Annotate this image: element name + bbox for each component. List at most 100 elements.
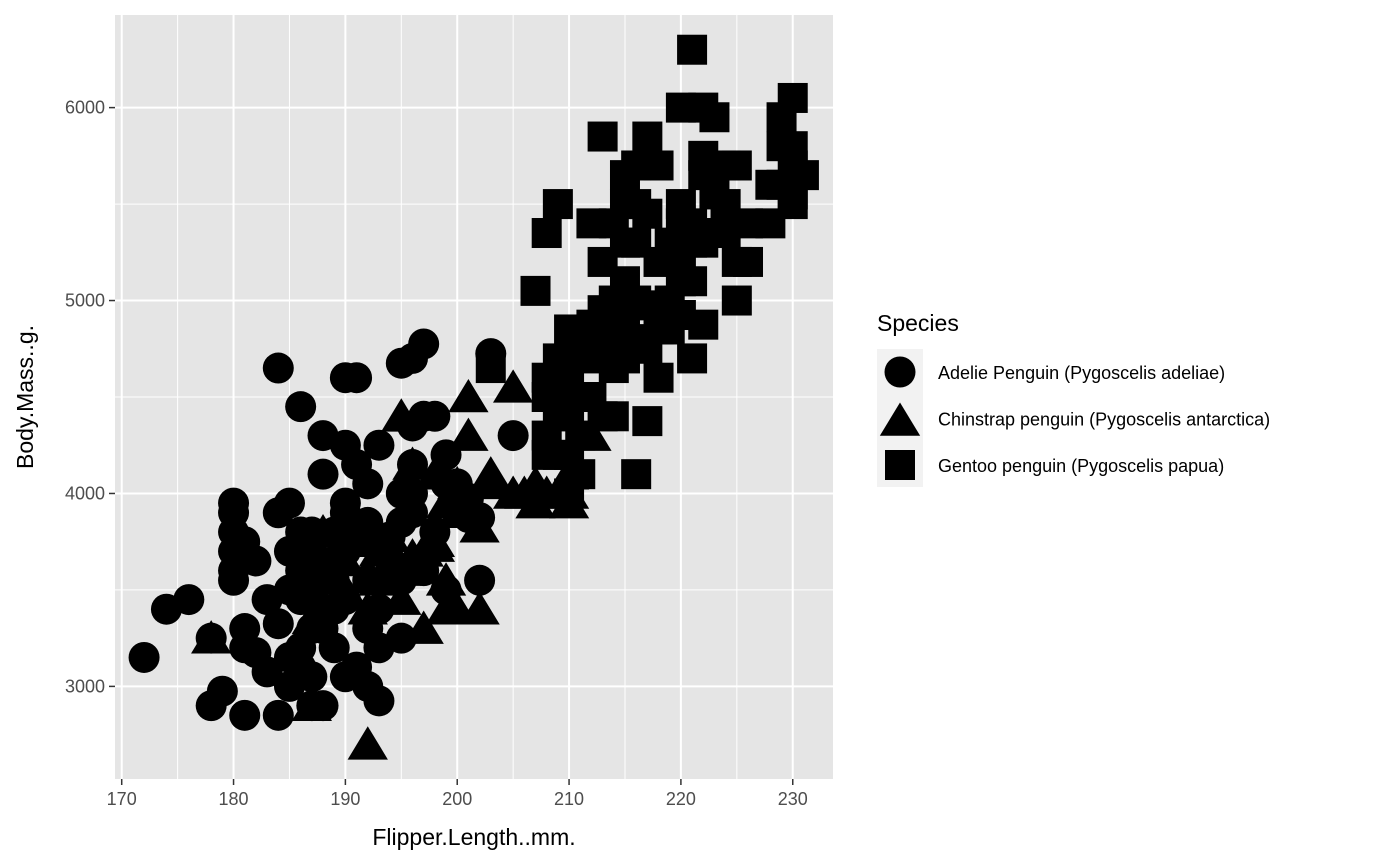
data-point-square <box>621 459 652 490</box>
legend-label: Adelie Penguin (Pygoscelis adeliae) <box>938 363 1225 383</box>
data-point-square <box>643 362 674 393</box>
data-point-triangle <box>291 687 332 721</box>
legend-title: Species <box>877 310 959 336</box>
data-point-square <box>777 189 808 220</box>
data-point-circle <box>363 685 395 717</box>
y-tick-label: 4000 <box>65 483 105 503</box>
y-tick-label: 6000 <box>65 98 105 118</box>
data-point-square <box>777 150 808 181</box>
x-tick-label: 170 <box>107 789 137 809</box>
data-point-triangle <box>347 591 388 625</box>
data-point-circle <box>419 400 451 432</box>
data-point-square <box>598 401 629 432</box>
y-axis-title: Body.Mass..g. <box>12 325 38 469</box>
legend-item: Chinstrap penguin (Pygoscelis antarctica… <box>879 402 1270 436</box>
data-point-triangle <box>381 398 422 432</box>
data-point-circle <box>296 661 328 693</box>
data-point-circle <box>285 632 317 664</box>
legend-item: Gentoo penguin (Pygoscelis papua) <box>885 450 1224 480</box>
data-point-square <box>542 189 573 220</box>
data-point-triangle <box>448 417 489 451</box>
data-point-circle <box>363 429 395 461</box>
data-point-triangle <box>414 528 456 562</box>
data-point-circle <box>206 675 238 707</box>
data-point-square <box>587 121 618 152</box>
data-point-square <box>621 150 652 181</box>
data-point-square <box>721 150 752 181</box>
data-point-square <box>520 275 551 306</box>
data-point-circle <box>173 584 205 616</box>
data-point-triangle <box>459 591 500 625</box>
x-tick-label: 230 <box>778 789 808 809</box>
data-point-triangle <box>347 726 388 760</box>
data-point-triangle <box>459 509 500 543</box>
data-point-circle <box>262 608 294 640</box>
data-point-square <box>632 198 663 229</box>
data-point-triangle <box>448 379 489 413</box>
data-point-square <box>654 314 685 345</box>
data-point-triangle <box>336 523 377 557</box>
data-point-circle <box>262 352 294 384</box>
data-point-triangle <box>414 456 456 490</box>
data-point-circle <box>273 487 305 519</box>
data-point-triangle <box>369 518 411 553</box>
data-point-circle <box>285 391 317 423</box>
data-point-square <box>632 121 663 152</box>
legend-key-square <box>885 450 915 480</box>
data-point-square <box>632 406 663 437</box>
data-point-triangle <box>425 562 467 596</box>
data-point-square <box>733 208 764 239</box>
data-points <box>128 34 819 760</box>
legend-key-circle <box>884 356 916 388</box>
data-point-square <box>677 266 708 297</box>
data-point-circle <box>229 699 261 731</box>
data-point-circle <box>464 564 496 596</box>
x-tick-label: 190 <box>330 789 360 809</box>
data-point-circle <box>262 699 294 731</box>
data-point-circle <box>218 487 250 519</box>
data-point-circle <box>218 564 250 596</box>
data-point-circle <box>307 458 339 490</box>
x-tick-label: 180 <box>219 789 249 809</box>
data-point-triangle <box>381 581 422 615</box>
data-point-triangle <box>492 369 534 403</box>
data-point-triangle <box>358 562 400 596</box>
legend-item: Adelie Penguin (Pygoscelis adeliae) <box>884 356 1225 388</box>
x-tick-label: 210 <box>554 789 584 809</box>
axes: 170 180 190 200 210 220 230 3000 4000 5000 6000 <box>65 98 808 809</box>
legend-label: Gentoo penguin (Pygoscelis papua) <box>938 456 1224 476</box>
y-tick-label: 3000 <box>65 676 105 696</box>
data-point-square <box>688 309 719 340</box>
data-point-square <box>576 208 607 239</box>
data-point-circle <box>341 362 373 394</box>
data-point-square <box>565 459 596 490</box>
data-point-circle <box>251 656 283 688</box>
data-point-circle <box>128 641 160 673</box>
data-point-triangle <box>392 446 433 480</box>
legend-key-triangle <box>879 402 921 436</box>
data-point-circle <box>385 622 417 654</box>
data-point-triangle <box>191 620 232 654</box>
data-point-square <box>531 218 562 249</box>
data-point-circle <box>352 468 384 500</box>
legend-label: Chinstrap penguin (Pygoscelis antarctica… <box>938 410 1270 430</box>
data-point-square <box>677 343 708 374</box>
x-tick-label: 200 <box>442 789 472 809</box>
data-point-square <box>699 102 730 133</box>
data-point-triangle <box>291 567 332 601</box>
data-point-triangle <box>291 600 332 635</box>
data-point-triangle <box>403 610 444 644</box>
data-point-circle <box>408 328 440 360</box>
data-point-square <box>733 246 764 277</box>
y-tick-label: 5000 <box>65 291 105 311</box>
data-point-triangle <box>437 465 478 500</box>
data-point-triangle <box>437 494 478 529</box>
x-axis-title: Flipper.Length..mm. <box>372 824 575 850</box>
data-point-triangle <box>302 514 344 548</box>
data-point-square <box>475 353 506 384</box>
x-tick-label: 220 <box>666 789 696 809</box>
series-square <box>475 34 819 509</box>
data-point-triangle <box>325 542 366 577</box>
data-point-triangle <box>325 571 366 606</box>
